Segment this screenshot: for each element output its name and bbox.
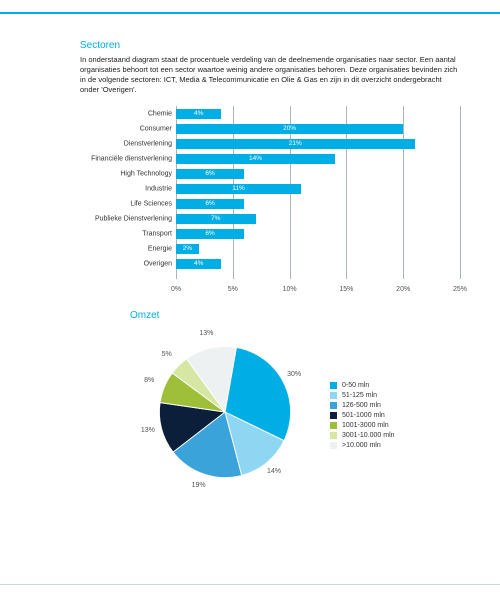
bar-value-label: 4% [176, 109, 221, 119]
content-area: Sectoren In onderstaand diagram staat de… [80, 40, 460, 297]
bar: 21% [176, 139, 415, 149]
x-axis-label: 15% [339, 286, 353, 293]
legend-label: 1001-3000 mln [342, 422, 389, 429]
legend-row: 126-500 mln [330, 402, 395, 409]
bar-category-label: Transport [80, 230, 172, 237]
bar-value-label: 11% [176, 184, 301, 194]
bar-category-label: Chemie [80, 110, 172, 117]
bar-value-label: 4% [176, 259, 221, 269]
x-axis-label: 10% [283, 286, 297, 293]
bar: 6% [176, 229, 244, 239]
sectoren-paragraph: In onderstaand diagram staat de procentu… [80, 55, 460, 96]
x-axis-label: 20% [396, 286, 410, 293]
pie-slice-label: 19% [192, 482, 206, 489]
gridline [403, 106, 404, 279]
bar-value-label: 20% [176, 124, 403, 134]
gridline [460, 106, 461, 279]
omzet-block: Omzet 0-50 mln 51-125 mln 126-500 mln 501-1… [130, 310, 450, 527]
x-axis-label: 5% [228, 286, 238, 293]
bar-category-label: Overigen [80, 260, 172, 267]
bar: 7% [176, 214, 256, 224]
legend-label: 3001-10.000 mln [342, 432, 395, 439]
bar-value-label: 6% [176, 199, 244, 209]
bar: 20% [176, 124, 403, 134]
legend-label: 126-500 mln [342, 402, 381, 409]
bar-value-label: 21% [176, 139, 415, 149]
legend-row: >10.000 mln [330, 442, 395, 449]
legend-label: >10.000 mln [342, 442, 381, 449]
legend-swatch [330, 442, 337, 449]
x-axis-label: 0% [171, 286, 181, 293]
bar: 14% [176, 154, 335, 164]
bar-category-label: Consumer [80, 125, 172, 132]
bar-category-label: High Technology [80, 170, 172, 177]
pie-slice-label: 14% [267, 468, 281, 475]
bottom-rule [0, 584, 500, 585]
bar: 6% [176, 199, 244, 209]
legend-label: 0-50 mln [342, 382, 369, 389]
legend-row: 0-50 mln [330, 382, 395, 389]
legend-swatch [330, 402, 337, 409]
sectoren-bar-chart: 0%5%10%15%20%25%4%20%21%14%6%11%6%7%6%2%… [80, 106, 460, 297]
legend-swatch [330, 392, 337, 399]
legend-swatch [330, 382, 337, 389]
legend-row: 3001-10.000 mln [330, 432, 395, 439]
x-axis-label: 25% [453, 286, 467, 293]
bar: 4% [176, 259, 221, 269]
bar-value-label: 6% [176, 229, 244, 239]
bar-category-label: Industrie [80, 185, 172, 192]
omzet-title: Omzet [130, 310, 450, 321]
bar-category-label: Dienstverlening [80, 140, 172, 147]
pie-slice-label: 8% [144, 377, 154, 384]
pie-slice-label: 13% [199, 330, 213, 337]
bar: 4% [176, 109, 221, 119]
bar: 6% [176, 169, 244, 179]
legend-swatch [330, 432, 337, 439]
legend-swatch [330, 422, 337, 429]
pie-slice-label: 5% [162, 351, 172, 358]
page: Sectoren In onderstaand diagram staat de… [0, 0, 500, 595]
pie-svg [150, 337, 300, 487]
bar-value-label: 14% [176, 154, 335, 164]
bar-plot-area: 0%5%10%15%20%25%4%20%21%14%6%11%6%7%6%2%… [176, 106, 460, 279]
bar-value-label: 7% [176, 214, 256, 224]
bar-category-label: Publieke Dienstverlening [80, 215, 172, 222]
legend-swatch [330, 412, 337, 419]
bar: 2% [176, 244, 199, 254]
bar-category-label: Energie [80, 245, 172, 252]
sectoren-title: Sectoren [80, 40, 460, 51]
legend-row: 51-125 mln [330, 392, 395, 399]
bar-category-label: Life Sciences [80, 200, 172, 207]
pie-slice-label: 30% [287, 371, 301, 378]
legend-row: 1001-3000 mln [330, 422, 395, 429]
legend-row: 501-1000 mln [330, 412, 395, 419]
bar-value-label: 6% [176, 169, 244, 179]
pie-slice-label: 13% [141, 427, 155, 434]
legend-label: 501-1000 mln [342, 412, 385, 419]
omzet-pie-chart: 0-50 mln 51-125 mln 126-500 mln 501-1000 ml… [130, 327, 450, 527]
top-rule [0, 12, 500, 14]
bar: 11% [176, 184, 301, 194]
bar-value-label: 2% [176, 244, 199, 254]
legend-label: 51-125 mln [342, 392, 377, 399]
pie-legend: 0-50 mln 51-125 mln 126-500 mln 501-1000 ml… [330, 382, 395, 452]
bar-category-label: Financiële dienstverlening [80, 155, 172, 162]
